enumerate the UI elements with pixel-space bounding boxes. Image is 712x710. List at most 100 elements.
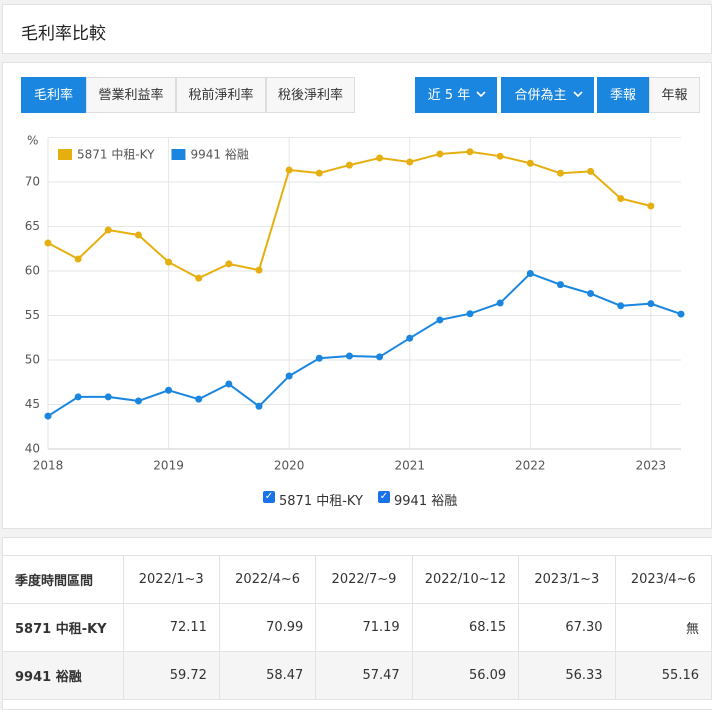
header-card: 毛利率比較 <box>2 4 712 54</box>
data-point <box>285 166 293 174</box>
table-row: 季度時間區間 2022/1~3 2022/4~6 2022/7~9 2022/10~12… <box>2 555 712 604</box>
table-cell: 71.19 <box>315 603 413 652</box>
data-point <box>406 334 414 342</box>
data-point <box>195 395 203 403</box>
data-point <box>466 310 474 318</box>
checkbox[interactable]: ✓ <box>378 491 390 503</box>
tab[interactable]: 營業利益率 <box>86 77 176 113</box>
data-point <box>255 402 263 410</box>
data-point <box>677 310 685 318</box>
period-button[interactable]: 年報 <box>649 77 700 113</box>
table-cell: 2022/7~9 <box>315 555 413 604</box>
data-point <box>315 169 323 177</box>
y-tick-label: 45 <box>25 397 40 411</box>
data-table: 季度時間區間 2022/1~3 2022/4~6 2022/7~9 2022/10~12… <box>2 555 712 700</box>
table-cell: 2022/1~3 <box>122 555 220 604</box>
data-point <box>255 266 263 274</box>
table-row: 5871 中租-KY 72.11 70.99 71.19 68.15 67.30 無 <box>2 603 712 652</box>
data-point <box>556 169 564 177</box>
table-cell: 67.30 <box>518 603 616 652</box>
chart: % 40 45 50 55 60 65 70 2018 2019 2020 2021 2022 2023… <box>24 91 685 473</box>
data-point <box>496 299 504 307</box>
unit-label: % <box>27 134 38 148</box>
table-cell: 68.15 <box>411 603 520 652</box>
data-point <box>285 372 293 380</box>
data-point <box>44 239 52 247</box>
x-tick-label: 2022 <box>515 459 546 473</box>
table-cell: 56.09 <box>411 651 520 700</box>
table-cell: 2023/1~3 <box>518 555 616 604</box>
data-point <box>134 397 142 405</box>
table-cell: 55.16 <box>614 651 712 700</box>
legend-swatch <box>171 149 186 160</box>
tab[interactable]: 稅後淨利率 <box>266 77 355 113</box>
chevron <box>476 91 583 98</box>
dropdown-label: 近 5 年 <box>427 88 471 103</box>
table-cell: 2022/10~12 <box>411 555 520 604</box>
table-cell: 2022/4~6 <box>218 555 317 604</box>
x-tick-label: 2020 <box>274 459 305 473</box>
table-cell: 58.47 <box>218 651 317 700</box>
data-point <box>104 393 112 401</box>
data-point <box>165 258 173 266</box>
row-header: 9941 裕融 <box>2 651 124 700</box>
y-tick-label: 60 <box>25 264 40 278</box>
data-point <box>134 231 142 239</box>
data-point <box>44 412 52 420</box>
data-point <box>436 316 444 324</box>
table-cell: 59.72 <box>122 651 220 700</box>
x-tick-label: 2021 <box>394 459 425 473</box>
dropdown[interactable]: 近 5 年 <box>415 77 497 113</box>
tab[interactable]: 毛利率 <box>21 77 86 113</box>
data-point <box>74 255 82 263</box>
page-title: 毛利率比較 <box>21 24 106 44</box>
x-tick-label: 2019 <box>153 459 184 473</box>
data-point <box>406 158 414 166</box>
dropdown-label: 合併為主 <box>514 88 567 103</box>
data-point <box>556 281 564 289</box>
data-point <box>225 260 233 268</box>
table-cell: 2023/4~6 <box>614 555 712 604</box>
data-point <box>315 354 323 362</box>
checkbox[interactable]: ✓ <box>263 491 275 503</box>
data-point <box>587 290 595 298</box>
checkbox-label[interactable]: 5871 中租-KY <box>279 494 363 509</box>
table-cell: 72.11 <box>122 603 220 652</box>
data-point <box>526 269 534 277</box>
period-button[interactable]: 季報 <box>597 77 649 113</box>
table-cell: 無 <box>614 603 712 652</box>
table-cell: 56.33 <box>518 651 616 700</box>
data-point <box>526 159 534 167</box>
legend-label: 9941 裕融 <box>190 147 248 162</box>
y-tick-label: 50 <box>25 353 40 367</box>
data-point <box>345 352 353 360</box>
data-point <box>74 393 82 401</box>
y-tick-label: 65 <box>25 219 40 233</box>
y-tick-label: 70 <box>25 175 40 189</box>
data-point <box>195 274 203 282</box>
data-point <box>376 154 384 162</box>
table-cell: 57.47 <box>315 651 413 700</box>
data-point <box>345 161 353 169</box>
row-header: 5871 中租-KY <box>2 603 124 652</box>
checkbox-label[interactable]: 9941 裕融 <box>394 494 458 509</box>
row-header: 季度時間區間 <box>2 555 124 604</box>
x-tick-label: 2023 <box>636 459 667 473</box>
data-point <box>496 152 504 160</box>
data-point <box>104 226 112 234</box>
table-row: 9941 裕融 59.72 58.47 57.47 56.09 56.33 55.16 <box>2 651 712 700</box>
legend-label: 5871 中租-KY <box>77 147 155 162</box>
data-point <box>225 380 233 388</box>
tab[interactable]: 稅前淨利率 <box>176 77 266 113</box>
data-point <box>617 302 625 310</box>
data-point <box>376 353 384 361</box>
data-point <box>617 194 625 202</box>
data-point <box>647 300 655 308</box>
data-point <box>647 202 655 210</box>
x-tick-label: 2018 <box>33 459 64 473</box>
data-point <box>466 148 474 156</box>
data-point <box>165 386 173 394</box>
legend-swatch <box>58 149 72 160</box>
y-tick-label: 55 <box>25 308 40 322</box>
